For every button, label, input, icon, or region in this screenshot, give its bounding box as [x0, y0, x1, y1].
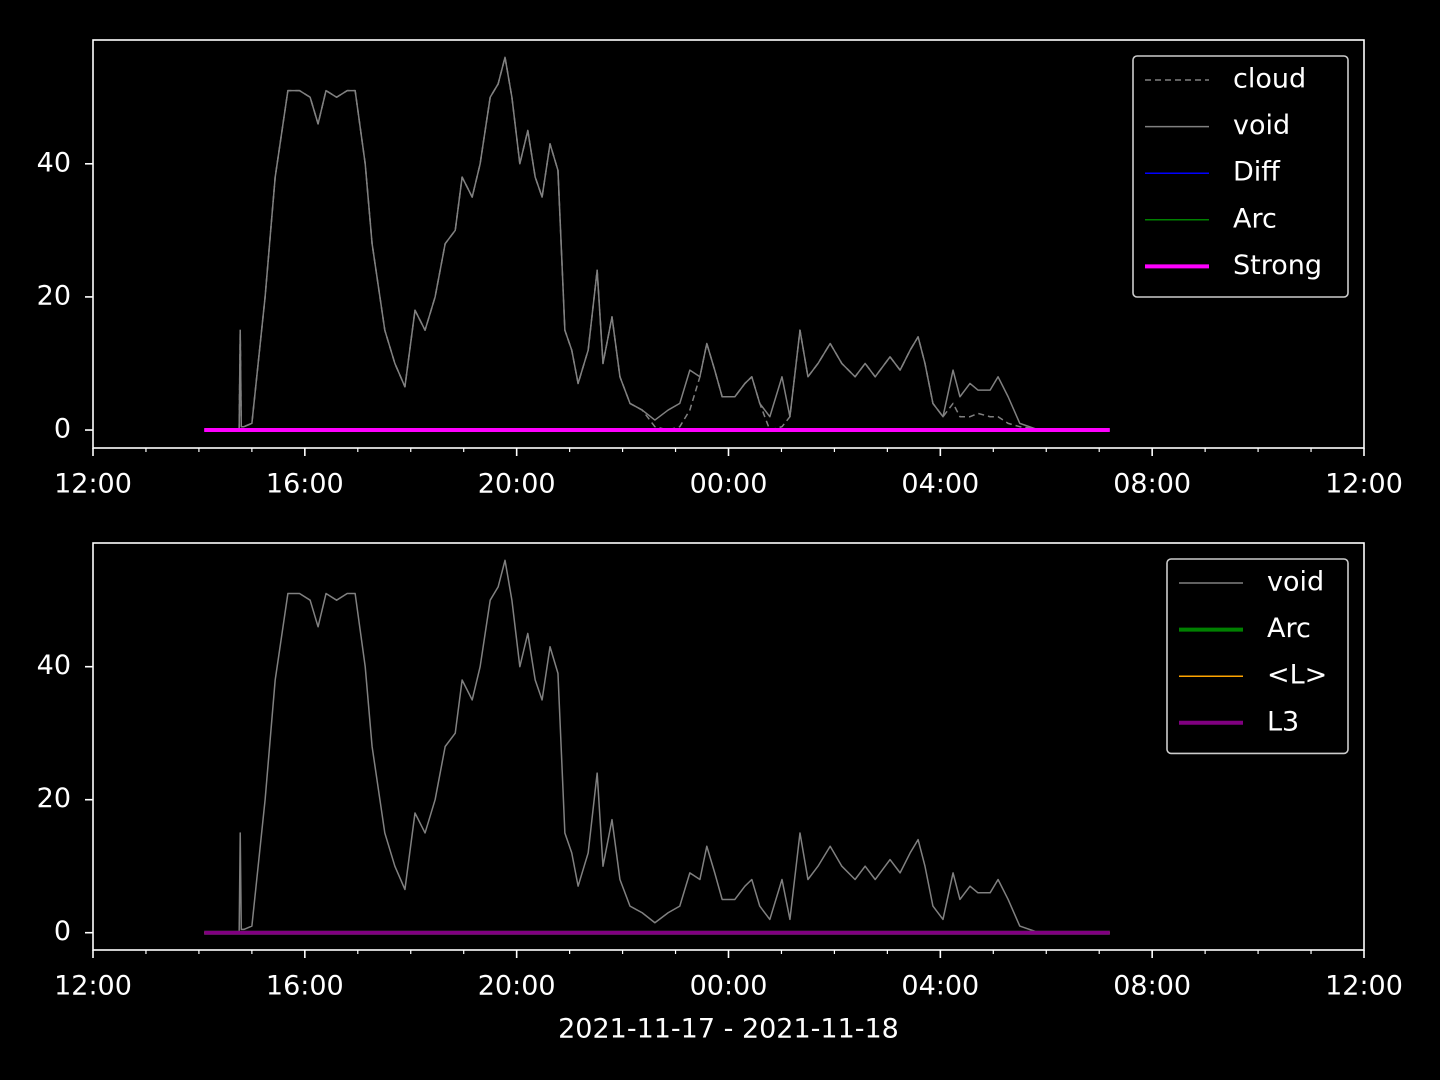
- legend-label: void: [1233, 110, 1290, 141]
- y-tick-label: 40: [37, 650, 71, 681]
- x-tick-label: 16:00: [266, 469, 344, 500]
- x-tick-label: 12:00: [1325, 469, 1403, 500]
- x-tick-label: 00:00: [690, 469, 768, 500]
- x-tick-label: 20:00: [478, 971, 556, 1002]
- x-tick-label: 12:00: [54, 469, 132, 500]
- y-tick-label: 20: [37, 783, 71, 814]
- x-tick-label: 20:00: [478, 469, 556, 500]
- x-tick-label: 08:00: [1113, 469, 1191, 500]
- legend-label: Diff: [1233, 157, 1281, 188]
- x-tick-label: 12:00: [54, 971, 132, 1002]
- legend-label: <L>: [1267, 660, 1327, 691]
- series-line: [238, 559, 1036, 933]
- legend-label: void: [1267, 567, 1324, 598]
- y-tick-label: 20: [37, 280, 71, 311]
- x-tick-label: 16:00: [266, 971, 344, 1002]
- y-tick-label: 40: [37, 147, 71, 178]
- x-tick-label: 04:00: [901, 971, 979, 1002]
- x-tick-label: 04:00: [901, 469, 979, 500]
- subplot: 0 20 40 12:00 16:00 20:00 00:00 04:00 08:00 12:00…: [37, 39, 1403, 500]
- legend-label: L3: [1267, 706, 1299, 737]
- series-line: [238, 56, 1036, 431]
- subplot: 0 20 40 12:00 16:00 20:00 00:00 04:00 08:00 12:00…: [37, 542, 1403, 1045]
- legend-label: cloud: [1233, 64, 1306, 95]
- x-tick-label: 12:00: [1325, 971, 1403, 1002]
- y-tick-label: 0: [54, 916, 71, 947]
- legend-label: Strong: [1233, 250, 1322, 281]
- legend-label: Arc: [1233, 203, 1277, 234]
- legend-box: [1132, 55, 1349, 298]
- x-tick-label: 00:00: [690, 971, 768, 1002]
- legend-box: [1166, 558, 1349, 755]
- x-axis-label: 2021-11-17 - 2021-11-18: [558, 1014, 899, 1045]
- y-tick-label: 0: [54, 414, 71, 445]
- legend-label: Arc: [1267, 613, 1311, 644]
- x-tick-label: 08:00: [1113, 971, 1191, 1002]
